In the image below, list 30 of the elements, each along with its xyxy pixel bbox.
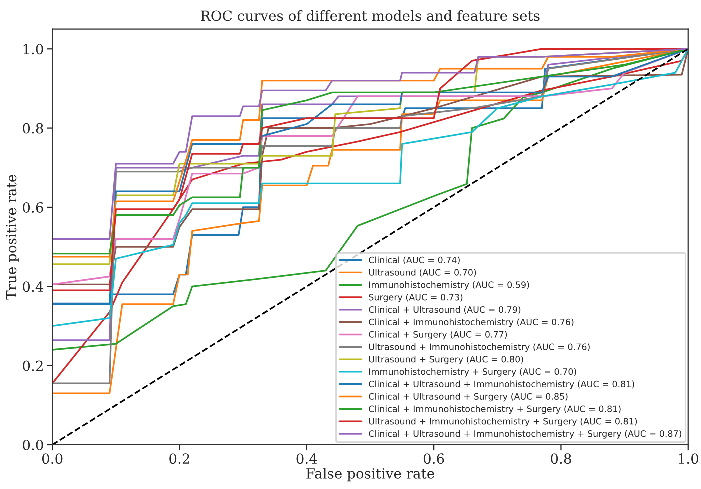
y-tick-label: 0.0 — [23, 440, 44, 450]
y-tick-label: 0.2 — [23, 360, 43, 372]
legend-label: Ultrasound + Immunohistochemistry + Surgery (AUC = 0.81) — [369, 418, 638, 426]
legend-label: Clinical (AUC = 0.74) — [369, 256, 460, 265]
y-tick-label: 0.4 — [23, 282, 44, 292]
legend-label: Surgery (AUC = 0.73) — [369, 294, 463, 302]
legend-label: Ultrasound + Surgery (AUC = 0.80) — [369, 356, 524, 364]
y-tick-label: 0.8 — [23, 123, 44, 134]
legend-label: Ultrasound (AUC = 0.70) — [369, 269, 476, 277]
legend-label: Clinical + Ultrasound + Immunohistochemistry (AUC = 0.81) — [369, 380, 634, 390]
x-tick-label: 0.4 — [296, 454, 318, 464]
x-tick-label: 1.0 — [679, 454, 699, 464]
x-tick-label: 0.6 — [424, 454, 444, 464]
legend-label: Clinical + Immunohistochemistry + Surgery (AUC = 0.81) — [369, 406, 621, 414]
x-tick-label: 0.0 — [42, 454, 63, 464]
y-tick-label: 0.6 — [23, 202, 44, 213]
y-tick-label: 1.0 — [24, 44, 44, 55]
x-axis-title: False positive rate — [306, 468, 434, 482]
legend-label: Clinical + Surgery (AUC = 0.77) — [369, 331, 508, 340]
legend-label: Immunohistochemistry (AUC = 0.59) — [370, 282, 530, 290]
x-tick-label: 0.2 — [170, 454, 190, 464]
y-axis-title: True positive rate — [6, 175, 20, 300]
chart-title: ROC curves of different models and feature sets — [201, 10, 540, 22]
legend-label: Clinical + Ultrasound (AUC = 0.79) — [369, 306, 521, 314]
legend-label: Ultrasound + Immunohistochemistry (AUC = 0.76) — [369, 344, 590, 352]
legend-label: Clinical + Ultrasound + Immunohistochemistry + Surgery (AUC = 0.87) — [369, 430, 682, 439]
legend-label: Clinical + Immunohistochemistry (AUC = 0.76) — [369, 318, 574, 328]
legend-label: Immunohistochemistry + Surgery (AUC = 0.70) — [370, 368, 576, 377]
legend-label: Clinical + Ultrasound + Surgery (AUC = 0.85) — [369, 393, 568, 402]
x-tick-label: 0.8 — [551, 454, 572, 464]
